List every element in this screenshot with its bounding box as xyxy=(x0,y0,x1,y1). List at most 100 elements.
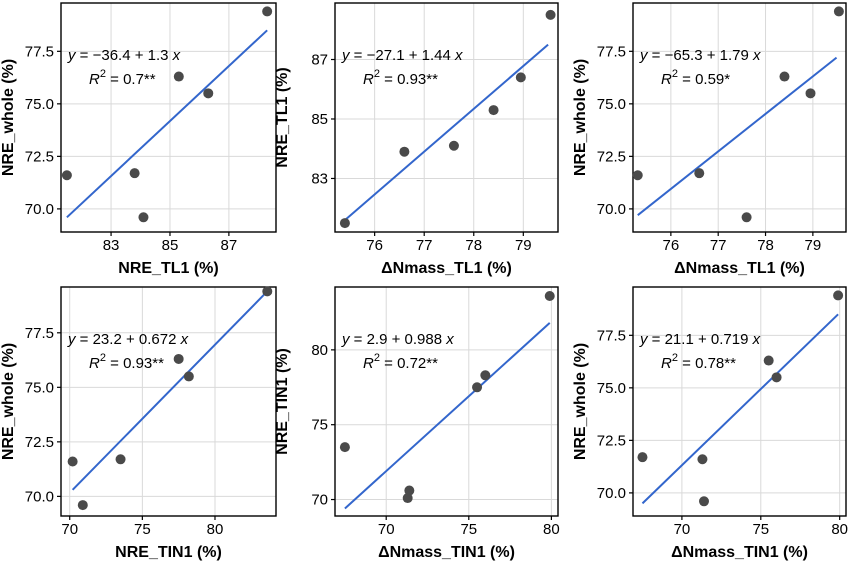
plot-frame xyxy=(60,2,277,233)
x-tick-label: 78 xyxy=(757,237,774,254)
x-tick-label: 87 xyxy=(221,237,238,254)
data-point xyxy=(402,493,413,504)
y-tick-label: 72.5 xyxy=(597,432,626,449)
x-tick-label: 79 xyxy=(805,237,822,254)
data-point xyxy=(488,105,499,116)
y-tick-label: 75.0 xyxy=(25,96,54,113)
data-point xyxy=(763,355,774,366)
data-point xyxy=(779,71,790,82)
data-point xyxy=(129,168,140,179)
data-point xyxy=(404,485,415,496)
plot-frame xyxy=(60,286,277,517)
r-squared-label: R2 = 0.78** xyxy=(661,352,736,372)
y-tick-label: 83 xyxy=(311,170,328,187)
data-point xyxy=(545,9,556,20)
data-point xyxy=(697,454,708,465)
x-tick-label: 75 xyxy=(752,521,769,538)
regression-line xyxy=(637,56,838,216)
data-point xyxy=(833,6,844,17)
y-axis-label: NRE_TIN1 (%) xyxy=(274,348,291,455)
y-axis-label: NRE_TL1 (%) xyxy=(274,67,291,167)
y-tick-label: 75 xyxy=(311,417,328,434)
y-axis-label: NRE_whole (%) xyxy=(0,59,17,176)
y-tick-label: 72.5 xyxy=(25,148,54,165)
data-point xyxy=(771,372,782,383)
x-axis-label: ΔNmass_TL1 (%) xyxy=(674,260,805,277)
data-point xyxy=(399,146,410,157)
data-point xyxy=(262,6,273,17)
data-point xyxy=(203,88,214,99)
data-point xyxy=(472,382,483,393)
y-tick-label: 75.0 xyxy=(597,96,626,113)
y-tick-label: 75.0 xyxy=(25,379,54,396)
r-squared-label: R2 = 0.93** xyxy=(363,68,438,88)
x-tick-label: 70 xyxy=(674,521,691,538)
x-axis-label: NRE_TIN1 (%) xyxy=(115,544,222,561)
regression-line xyxy=(641,313,839,505)
r-squared-label: R2 = 0.72** xyxy=(363,352,438,372)
panel-1: 83 85 87 70.0 72.5 75.0 77.5 NRE_TL1 (%) NRE_who… xyxy=(0,2,277,277)
plot-frame xyxy=(632,2,847,233)
data-point xyxy=(115,454,126,465)
panel-5: 70 75 80 70 75 80 ΔNmass_TIN1 (%) NRE_TIN1 (%) y… xyxy=(274,286,560,561)
plot-frame xyxy=(334,286,559,517)
y-tick-label: 70.0 xyxy=(597,485,626,502)
x-tick-label: 76 xyxy=(663,237,680,254)
panel-2: 76 77 78 79 83 85 87 ΔNmass_TL1 (%) NRE_TL1 (%) y… xyxy=(274,2,559,277)
regression-line xyxy=(344,322,551,510)
data-point xyxy=(741,212,752,223)
data-point xyxy=(262,286,273,297)
y-axis-label: NRE_whole (%) xyxy=(572,343,589,460)
data-point xyxy=(515,72,526,83)
x-axis-label: ΔNmass_TIN1 (%) xyxy=(378,544,515,561)
data-point xyxy=(173,353,184,364)
plot-frame xyxy=(632,286,847,517)
y-tick-label: 77.5 xyxy=(597,43,626,60)
x-tick-label: 70 xyxy=(61,521,78,538)
data-point xyxy=(632,170,643,181)
regression-equation: y = −27.1 + 1.44 x xyxy=(341,47,463,64)
y-tick-label: 72.5 xyxy=(25,434,54,451)
y-tick-label: 70 xyxy=(311,492,328,509)
y-tick-label: 77.5 xyxy=(25,43,54,60)
x-axis-label: NRE_TL1 (%) xyxy=(118,260,218,277)
y-tick-label: 70.0 xyxy=(25,488,54,505)
data-point xyxy=(699,496,709,507)
regression-line xyxy=(344,43,549,221)
x-tick-label: 78 xyxy=(465,237,482,254)
r-squared-label: R2 = 0.7** xyxy=(89,68,156,88)
y-tick-label: 85 xyxy=(311,111,328,128)
x-tick-label: 79 xyxy=(515,237,532,254)
data-point xyxy=(833,290,844,301)
y-tick-label: 70.0 xyxy=(25,201,54,218)
y-tick-label: 80 xyxy=(311,342,328,359)
y-tick-label: 72.5 xyxy=(597,148,626,165)
data-point xyxy=(480,370,491,381)
regression-line xyxy=(66,29,268,219)
data-point xyxy=(173,71,184,82)
data-point xyxy=(339,218,350,229)
regression-equation: y = −65.3 + 1.79 x xyxy=(639,47,761,64)
x-tick-label: 75 xyxy=(134,521,151,538)
plot-frame xyxy=(334,2,559,233)
regression-equation: y = −36.4 + 1.3 x xyxy=(67,47,181,64)
panel-4: 70 75 80 70.0 72.5 75.0 77.5 NRE_TIN1 (%) NRE_wh… xyxy=(0,286,277,561)
data-point xyxy=(67,456,78,467)
y-axis-label: NRE_whole (%) xyxy=(572,59,589,176)
x-axis-label: ΔNmass_TIN1 (%) xyxy=(671,544,808,561)
y-axis-label: NRE_whole (%) xyxy=(0,343,17,460)
data-point xyxy=(183,371,194,382)
y-tick-label: 77.5 xyxy=(25,325,54,342)
data-point xyxy=(694,168,705,179)
x-axis-label: ΔNmass_TL1 (%) xyxy=(381,260,512,277)
y-tick-label: 70.0 xyxy=(597,201,626,218)
regression-line xyxy=(71,290,268,491)
data-point xyxy=(544,290,555,301)
x-tick-label: 80 xyxy=(543,521,560,538)
data-point xyxy=(637,452,648,463)
regression-equation: y = 23.2 + 0.672 x xyxy=(67,331,189,348)
y-tick-label: 87 xyxy=(311,52,328,69)
data-point xyxy=(77,500,88,511)
x-tick-label: 85 xyxy=(162,237,179,254)
